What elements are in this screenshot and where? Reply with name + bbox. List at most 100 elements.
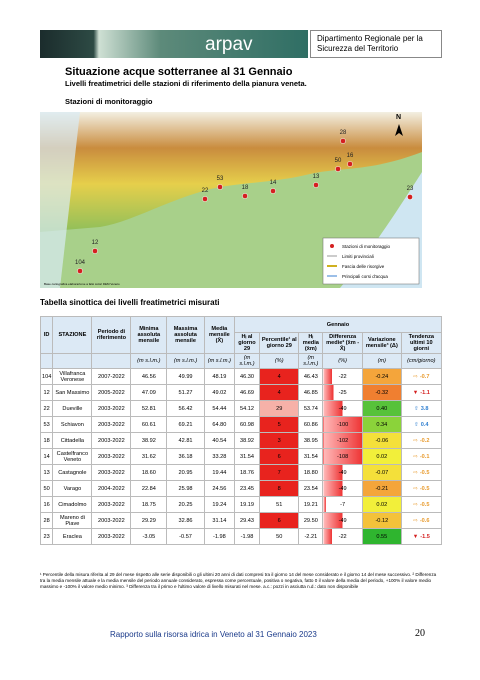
cell: 7 bbox=[259, 464, 300, 481]
cell: 24.56 bbox=[203, 480, 235, 497]
cell: 38.92 bbox=[130, 432, 168, 449]
cell: 22 bbox=[39, 400, 54, 417]
trend-arrow: ⇨ bbox=[413, 373, 418, 380]
trend-arrow: ⇨ bbox=[413, 469, 418, 476]
cell: ⇨ -0.2 bbox=[400, 432, 443, 449]
cell: 2003-2022 bbox=[91, 464, 132, 481]
cell: 0.02 bbox=[362, 496, 402, 513]
cell: ⇨ -0.1 bbox=[400, 448, 443, 465]
footer: Rapporto sulla risorsa idrica in Veneto … bbox=[110, 630, 317, 639]
station bbox=[407, 194, 413, 200]
table-row: 104 Villafranca Veronese 2007-2022 46.56 49.… bbox=[39, 368, 443, 385]
unit: (m s.l.m.) bbox=[203, 353, 235, 369]
table-row: 16 Cimadolmo 2003-2022 18.75 20.25 19.24 19.19… bbox=[39, 496, 443, 513]
table-row: 12 San Massimo 2005-2022 47.09 51.27 49.02 46.… bbox=[39, 384, 443, 401]
trend-value: -1.5 bbox=[420, 533, 430, 540]
map-title: Stazioni di monitoraggio bbox=[65, 97, 153, 106]
unit bbox=[39, 353, 54, 369]
unit: (m s.l.m.) bbox=[130, 353, 168, 369]
station-label: 14 bbox=[270, 180, 277, 186]
unit: (m s.l.m.) bbox=[298, 353, 324, 369]
cell: -0.12 bbox=[362, 512, 402, 529]
station-label: 104 bbox=[75, 260, 86, 266]
trend-arrow: ⇨ bbox=[413, 517, 418, 524]
cell: 47.09 bbox=[130, 384, 168, 401]
trend-arrow: ⇧ bbox=[414, 421, 419, 428]
cell: 29 bbox=[259, 400, 300, 417]
cell: 42.81 bbox=[166, 432, 205, 449]
map-legend bbox=[322, 237, 420, 285]
trend-value: -0.5 bbox=[419, 469, 430, 476]
cell: 2003-2022 bbox=[91, 512, 132, 529]
column-header: Media mensile (X̄) bbox=[203, 316, 235, 354]
cell: 4 bbox=[259, 368, 300, 385]
table-row: 22 Dueville 2003-2022 52.81 56.42 54.44 54.12 2… bbox=[39, 400, 443, 417]
group-header: Gennaio bbox=[233, 316, 443, 333]
cell: 54.44 bbox=[203, 400, 235, 417]
cell: San Massimo bbox=[52, 384, 93, 401]
station bbox=[217, 184, 223, 190]
cell: ▼ -1.1 bbox=[400, 384, 443, 401]
cell: 29.50 bbox=[298, 512, 324, 529]
cell: 12 bbox=[39, 384, 54, 401]
station-label: 23 bbox=[407, 186, 414, 192]
station bbox=[77, 268, 83, 274]
header-row: ID STAZIONE Periodo di riferimento Minima a… bbox=[39, 316, 443, 354]
footnotes: ¹ Percentile della misura riferita al 29… bbox=[40, 572, 437, 589]
cell: 29.43 bbox=[233, 512, 261, 529]
cell: 48.19 bbox=[203, 368, 235, 385]
station bbox=[242, 193, 248, 199]
cell: 46.85 bbox=[298, 384, 324, 401]
cell: ⇧ 0.4 bbox=[400, 416, 443, 433]
cell: 2003-2022 bbox=[91, 496, 132, 513]
cell: ⇨ -0.5 bbox=[400, 480, 443, 497]
cell: 52.81 bbox=[130, 400, 168, 417]
cell: ⇨ -0.7 bbox=[400, 368, 443, 385]
cell: 2003-2022 bbox=[91, 432, 132, 449]
station-label: 18 bbox=[242, 185, 249, 191]
cell: 60.61 bbox=[130, 416, 168, 433]
cell: 2007-2022 bbox=[91, 368, 132, 385]
cell: 13 bbox=[39, 464, 54, 481]
cell: 49.02 bbox=[203, 384, 235, 401]
cell: 2003-2022 bbox=[91, 400, 132, 417]
lake bbox=[40, 112, 80, 288]
cell: 18.75 bbox=[130, 496, 168, 513]
cell: -0.06 bbox=[362, 432, 402, 449]
station bbox=[340, 138, 346, 144]
cell: Mareno di Piave bbox=[52, 512, 93, 529]
cell: ▼ -1.5 bbox=[400, 528, 443, 545]
cell: 40.54 bbox=[203, 432, 235, 449]
cell: 18.80 bbox=[298, 464, 324, 481]
north: N bbox=[396, 114, 401, 121]
cell: 23.45 bbox=[233, 480, 261, 497]
cell: -2.21 bbox=[298, 528, 324, 545]
table: ID STAZIONE Periodo di riferimento Minima a… bbox=[39, 316, 443, 545]
legend-label: Limiti provinciali bbox=[342, 254, 374, 259]
cell: -0.21 bbox=[362, 480, 402, 497]
column-header: Minima assoluta mensile bbox=[130, 316, 168, 354]
cell: 28 bbox=[39, 512, 54, 529]
legend-label: Fascia delle risorgive bbox=[342, 264, 385, 269]
cell: -49 bbox=[322, 464, 364, 481]
cell: ⇨ -0.5 bbox=[400, 496, 443, 513]
cell: 19.44 bbox=[203, 464, 235, 481]
column-header: Massima assoluta mensile bbox=[166, 316, 205, 354]
column-header: ID bbox=[39, 316, 54, 354]
cell: 6 bbox=[259, 512, 300, 529]
cell: 31.14 bbox=[203, 512, 235, 529]
trend-value: -0.6 bbox=[419, 517, 430, 524]
cell: 38.92 bbox=[233, 432, 261, 449]
cell: 51 bbox=[259, 496, 300, 513]
trend-value: -0.7 bbox=[419, 373, 430, 380]
cell: 60.98 bbox=[233, 416, 261, 433]
trend-arrow: ⇨ bbox=[413, 485, 418, 492]
map-caption: Base cartografica elaborazione a falsi c… bbox=[44, 282, 120, 286]
cell: Cimadolmo bbox=[52, 496, 93, 513]
unit: (m s.l.m.) bbox=[233, 353, 261, 369]
cell: 0.40 bbox=[362, 400, 402, 417]
cell: 14 bbox=[39, 448, 54, 465]
cell: -3.05 bbox=[130, 528, 168, 545]
cell: -0.24 bbox=[362, 368, 402, 385]
